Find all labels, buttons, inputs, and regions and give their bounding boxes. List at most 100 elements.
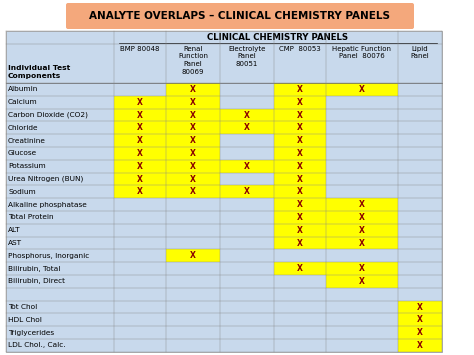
Text: Tot Chol: Tot Chol [8,304,37,310]
FancyBboxPatch shape [66,3,414,29]
Text: X: X [417,341,423,350]
Text: Bilirubin, Total: Bilirubin, Total [8,266,60,272]
Text: Albumin: Albumin [8,86,38,92]
Bar [114,109,326,121]
Text: X: X [359,226,365,235]
Text: X: X [190,251,196,260]
Bar [166,250,220,262]
Text: X: X [244,110,250,120]
Bar [114,173,220,185]
Text: BMP 80048: BMP 80048 [120,46,160,52]
Text: X: X [297,226,303,235]
Text: X: X [417,328,423,337]
Text: X: X [359,277,365,286]
Text: Phosphorus, Inorganic: Phosphorus, Inorganic [8,253,89,259]
Bar [274,224,398,236]
Text: HDL Chol: HDL Chol [8,317,42,323]
Text: X: X [297,213,303,222]
Bar [114,96,220,109]
Bar [114,134,220,147]
Text: X: X [137,149,143,158]
Bar [274,147,326,160]
Text: X: X [137,162,143,171]
Bar [274,211,398,224]
Text: Bilirubin, Direct: Bilirubin, Direct [8,278,65,284]
Bar [274,198,398,211]
Text: Chloride: Chloride [8,125,38,131]
Text: ANALYTE OVERLAPS – CLINICAL CHEMISTRY PANELS: ANALYTE OVERLAPS – CLINICAL CHEMISTRY PA… [90,11,391,21]
Text: LDL Chol., Calc.: LDL Chol., Calc. [8,343,65,348]
Bar [274,83,398,96]
Text: X: X [190,187,196,196]
Bar [326,275,398,288]
Text: X: X [297,149,303,158]
Text: X: X [297,239,303,247]
Bar [398,313,442,326]
Bar [114,147,220,160]
Text: X: X [244,123,250,132]
Text: X: X [137,98,143,107]
Text: X: X [359,85,365,94]
Bar [166,83,220,96]
Text: Alkaline phosphatase: Alkaline phosphatase [8,202,87,208]
Text: X: X [297,98,303,107]
Text: Individual Test
Components: Individual Test Components [8,66,70,79]
Text: X: X [190,123,196,132]
Text: Carbon Dioxide (CO2): Carbon Dioxide (CO2) [8,112,88,118]
Text: X: X [190,175,196,184]
Text: X: X [137,136,143,145]
Text: Electrolyte
Panel
80051: Electrolyte Panel 80051 [228,46,266,67]
Text: Calcium: Calcium [8,99,38,105]
Text: Renal
Function
Panel
80069: Renal Function Panel 80069 [178,46,208,75]
Text: Glucose: Glucose [8,151,37,157]
Bar [274,96,326,109]
Text: X: X [297,187,303,196]
Bar [114,185,326,198]
Text: X: X [244,187,250,196]
Text: X: X [297,200,303,209]
Text: X: X [190,98,196,107]
Text: X: X [297,162,303,171]
Bar [274,173,326,185]
Text: X: X [190,136,196,145]
Bar [274,134,326,147]
Bar [398,326,442,339]
Bar [274,262,398,275]
Text: Potassium: Potassium [8,163,46,169]
Text: Lipid
Panel: Lipid Panel [410,46,429,60]
Text: X: X [190,85,196,94]
Text: X: X [359,213,365,222]
Text: X: X [137,175,143,184]
Text: X: X [359,200,365,209]
Text: X: X [359,264,365,273]
Text: CLINICAL CHEMISTRY PANELS: CLINICAL CHEMISTRY PANELS [208,33,348,42]
Text: Total Protein: Total Protein [8,214,54,220]
Text: Creatinine: Creatinine [8,138,46,144]
Text: X: X [137,187,143,196]
Text: X: X [297,136,303,145]
Text: X: X [297,175,303,184]
Text: X: X [297,123,303,132]
Text: X: X [137,123,143,132]
Text: AST: AST [8,240,22,246]
Text: CMP  80053: CMP 80053 [279,46,321,52]
Text: X: X [417,315,423,324]
Text: Sodium: Sodium [8,189,36,195]
Text: X: X [297,264,303,273]
Bar [398,301,442,313]
Bar [398,339,442,352]
Text: Triglycerides: Triglycerides [8,329,54,335]
Text: X: X [297,110,303,120]
Text: Hepatic Function
Panel  80076: Hepatic Function Panel 80076 [332,46,392,60]
Text: X: X [190,149,196,158]
Text: X: X [190,110,196,120]
Text: X: X [244,162,250,171]
Bar [114,160,326,173]
Text: X: X [359,239,365,247]
Text: Urea Nitrogen (BUN): Urea Nitrogen (BUN) [8,176,83,182]
Text: ALT: ALT [8,227,21,233]
Text: X: X [190,162,196,171]
Bar [274,236,398,250]
Text: X: X [297,85,303,94]
Bar [114,121,326,134]
